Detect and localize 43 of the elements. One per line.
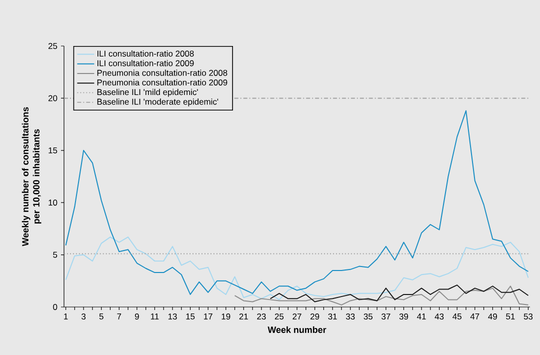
x-tick-label: 9 [134, 314, 139, 320]
y-axis-title: Weekly number of consultations per 10,000 inhabitants [22, 107, 42, 246]
x-tick-label: 37 [382, 314, 390, 320]
x-tick-label: 51 [506, 314, 515, 320]
x-tick-label: 31 [328, 314, 337, 320]
x-tick-label: 39 [399, 314, 408, 320]
x-tick-label: 19 [222, 314, 230, 320]
x-tick-label: 11 [150, 314, 159, 320]
legend-label: ILI consultation-ratio 2008 [97, 50, 194, 57]
legend-label: Baseline ILI 'mild epidemic' [97, 88, 198, 97]
legend-label: ILI consultation-ratio 2009 [97, 60, 194, 66]
line-series [65, 110, 529, 295]
x-tick-label: 5 [99, 314, 104, 320]
y-tick-label: 25 [48, 43, 58, 49]
x-tick-label: 43 [434, 314, 444, 320]
y-tick-label: 15 [48, 147, 58, 154]
x-tick-label: 1 [64, 314, 68, 320]
x-axis-title: Week number [268, 326, 326, 333]
x-tick-label: 33 [346, 314, 355, 320]
x-tick-label: 47 [470, 314, 480, 320]
x-tick-label: 35 [364, 314, 373, 320]
x-tick-label: 25 [274, 314, 284, 320]
legend-label: Pneumonia consultation-ratio 2008 [97, 70, 228, 76]
ref-line-label: Baseline ILI 'moderate epidemic' [97, 98, 218, 106]
x-tick-label: 27 [292, 314, 302, 320]
y-tick-label: 20 [48, 95, 58, 102]
y-tick-label: 0 [53, 304, 58, 310]
legend-label: Pneumonia consultation-ratio 2009 [97, 79, 228, 86]
x-tick-label: 23 [257, 314, 266, 320]
x-tick-label: 41 [416, 314, 426, 320]
y-tick-label: 10 [48, 200, 58, 206]
x-tick-label: 7 [117, 314, 122, 320]
x-tick-label: 45 [452, 314, 462, 320]
x-tick-label: 21 [239, 314, 248, 320]
x-tick-label: 29 [310, 314, 320, 320]
line-series [270, 284, 529, 302]
x-tick-label: 49 [488, 314, 497, 320]
x-tick-label: 3 [82, 314, 86, 320]
y-tick-label: 5 [53, 252, 58, 258]
x-tick-label: 13 [168, 314, 177, 320]
x-tick-label: 17 [204, 314, 212, 320]
x-tick-label: 15 [186, 314, 195, 320]
x-tick-label: 53 [524, 314, 533, 320]
